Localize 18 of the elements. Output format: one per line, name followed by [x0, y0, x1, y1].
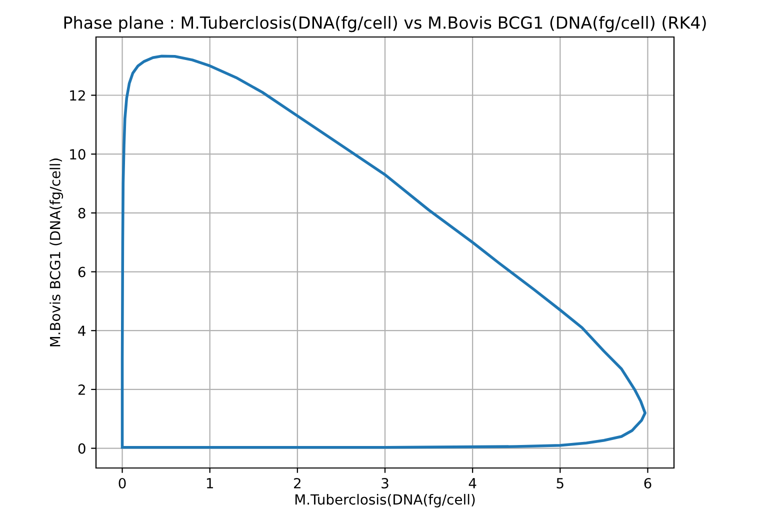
y-tick-label: 10 [70, 149, 86, 160]
x-tick-label: 4 [468, 478, 476, 488]
chart-title: Phase plane : M.Tuberclosis(DNA(fg/cell) vs M.Bovis BCG1 (DNA(fg/cell) (RK4) [64, 16, 706, 32]
x-tick-label: 3 [382, 478, 388, 488]
y-tick-label: 0 [78, 443, 86, 454]
y-axis-title: M.Bovis BCG1 (DNA(fg/cell) [50, 158, 64, 346]
x-tick-label: 0 [118, 478, 126, 488]
y-tick-label: 2 [78, 384, 85, 395]
x-tick-label: 2 [294, 478, 300, 488]
y-tick-label: 12 [70, 90, 85, 101]
y-tick-label: 6 [78, 266, 86, 278]
x-axis-title: M.Tuberclosis(DNA(fg/cell) [295, 494, 475, 508]
line-series [120, 54, 646, 449]
x-tick-label: 5 [556, 478, 564, 488]
x-tick-label: 6 [644, 478, 652, 488]
x-tick-label: 1 [206, 478, 213, 488]
y-tick-label: 4 [78, 326, 86, 336]
y-tick-label: 8 [78, 208, 86, 218]
